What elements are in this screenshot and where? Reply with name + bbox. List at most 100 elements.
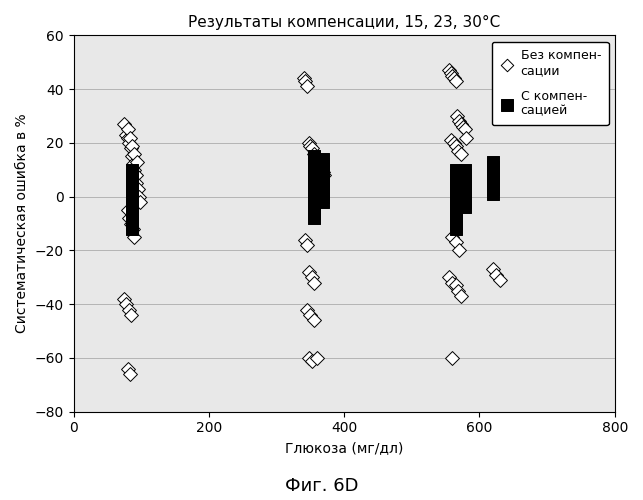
Без компен-
сации [307, 274, 317, 281]
Без компен-
сации [451, 282, 461, 290]
Без компен-
сации [312, 158, 322, 166]
Без компен-
сации [309, 316, 319, 324]
С компен-
сацией [318, 171, 328, 179]
Без компен-
сации [124, 306, 134, 314]
Без компен-
сации [460, 126, 470, 134]
Без компен-
сации [128, 225, 138, 233]
Без компен-
сации [300, 236, 310, 244]
С компен-
сацией [127, 176, 138, 184]
Без компен-
сации [126, 144, 136, 152]
С компен-
сацией [309, 209, 319, 217]
Без компен-
сации [119, 295, 129, 303]
С компен-
сацией [127, 198, 138, 206]
Без компен-
сации [124, 139, 134, 147]
Без компен-
сации [132, 158, 142, 166]
Без компен-
сации [132, 184, 143, 192]
Без компен-
сации [121, 131, 131, 139]
С компен-
сацией [451, 220, 461, 228]
X-axis label: Глюкоза (мг/дл): Глюкоза (мг/дл) [285, 441, 403, 455]
Без компен-
сации [461, 134, 471, 141]
Без компен-
сации [125, 370, 135, 378]
Без компен-
сации [491, 270, 502, 278]
Без компен-
сации [131, 179, 141, 187]
Без компен-
сации [312, 354, 322, 362]
Без компен-
сации [451, 142, 461, 150]
Без компен-
сации [127, 152, 138, 160]
С компен-
сацией [488, 163, 498, 171]
Без компен-
сации [444, 66, 454, 74]
Без компен-
сации [307, 144, 317, 152]
С компен-
сацией [127, 225, 138, 233]
Без компен-
сации [304, 354, 314, 362]
Без компен-
сации [315, 166, 325, 174]
С компен-
сацией [460, 198, 470, 206]
С компен-
сацией [488, 190, 498, 198]
С компен-
сацией [309, 174, 319, 182]
Без компен-
сации [309, 278, 319, 286]
С компен-
сацией [460, 188, 470, 196]
Без компен-
сации [457, 123, 467, 131]
С компен-
сацией [451, 192, 461, 200]
С компен-
сацией [318, 176, 328, 184]
С компен-
сацией [460, 166, 470, 174]
Без компен-
сации [302, 82, 312, 90]
Без компен-
сации [454, 246, 464, 254]
Без компен-
сации [318, 168, 328, 176]
Без компен-
сации [453, 147, 463, 155]
Без компен-
сации [307, 356, 317, 364]
Без компен-
сации [126, 220, 136, 228]
С компен-
сацией [318, 182, 328, 190]
Text: Фиг. 6D: Фиг. 6D [285, 477, 358, 495]
Без компен-
сации [123, 206, 133, 214]
Без компен-
сации [134, 198, 145, 206]
Без компен-
сации [129, 233, 140, 241]
Без компен-
сации [126, 311, 136, 319]
С компен-
сацией [488, 179, 498, 187]
С компен-
сацией [460, 171, 470, 179]
С компен-
сацией [127, 171, 138, 179]
С компен-
сацией [127, 182, 138, 190]
Без компен-
сации [128, 160, 138, 168]
Без компен-
сации [455, 150, 466, 158]
Без компен-
сации [129, 166, 140, 174]
Без компен-
сации [121, 300, 131, 308]
Без компен-
сации [305, 142, 316, 150]
Y-axis label: Систематическая ошибка в %: Систематическая ошибка в % [15, 114, 29, 334]
Без компен-
сации [444, 274, 454, 281]
Без компен-
сации [302, 241, 312, 249]
С компен-
сацией [451, 214, 461, 222]
С компен-
сацией [451, 182, 461, 190]
С компен-
сацией [127, 188, 138, 196]
С компен-
сацией [488, 168, 498, 176]
С компен-
сацией [309, 163, 319, 171]
Без компен-
сации [123, 126, 133, 134]
Без компен-
сации [309, 150, 319, 158]
Без компен-
сации [302, 306, 312, 314]
Без компен-
сации [454, 118, 464, 126]
С компен-
сацией [318, 155, 328, 163]
Без компен-
сации [448, 233, 458, 241]
Без компен-
сации [123, 134, 133, 141]
Без компен-
сации [131, 171, 141, 179]
Без компен-
сации [452, 112, 462, 120]
С компен-
сацией [451, 225, 461, 233]
С компен-
сацией [318, 160, 328, 168]
Без компен-
сации [134, 192, 144, 200]
С компен-
сацией [451, 209, 461, 217]
Без компен-
сации [449, 139, 459, 147]
Без компен-
сации [494, 276, 505, 284]
С компен-
сацией [318, 192, 328, 200]
С компен-
сацией [318, 166, 328, 174]
Без компен-
сации [119, 120, 129, 128]
Без компен-
сации [449, 74, 459, 82]
С компен-
сацией [309, 204, 319, 212]
С компен-
сацией [309, 192, 319, 200]
С компен-
сацией [309, 179, 319, 187]
Без компен-
сации [448, 354, 458, 362]
С компен-
сацией [460, 204, 470, 212]
С компен-
сацией [488, 184, 498, 192]
С компен-
сацией [127, 214, 138, 222]
Без компен-
сации [125, 134, 135, 141]
Без компен-
сации [304, 139, 314, 147]
С компен-
сацией [309, 214, 319, 222]
